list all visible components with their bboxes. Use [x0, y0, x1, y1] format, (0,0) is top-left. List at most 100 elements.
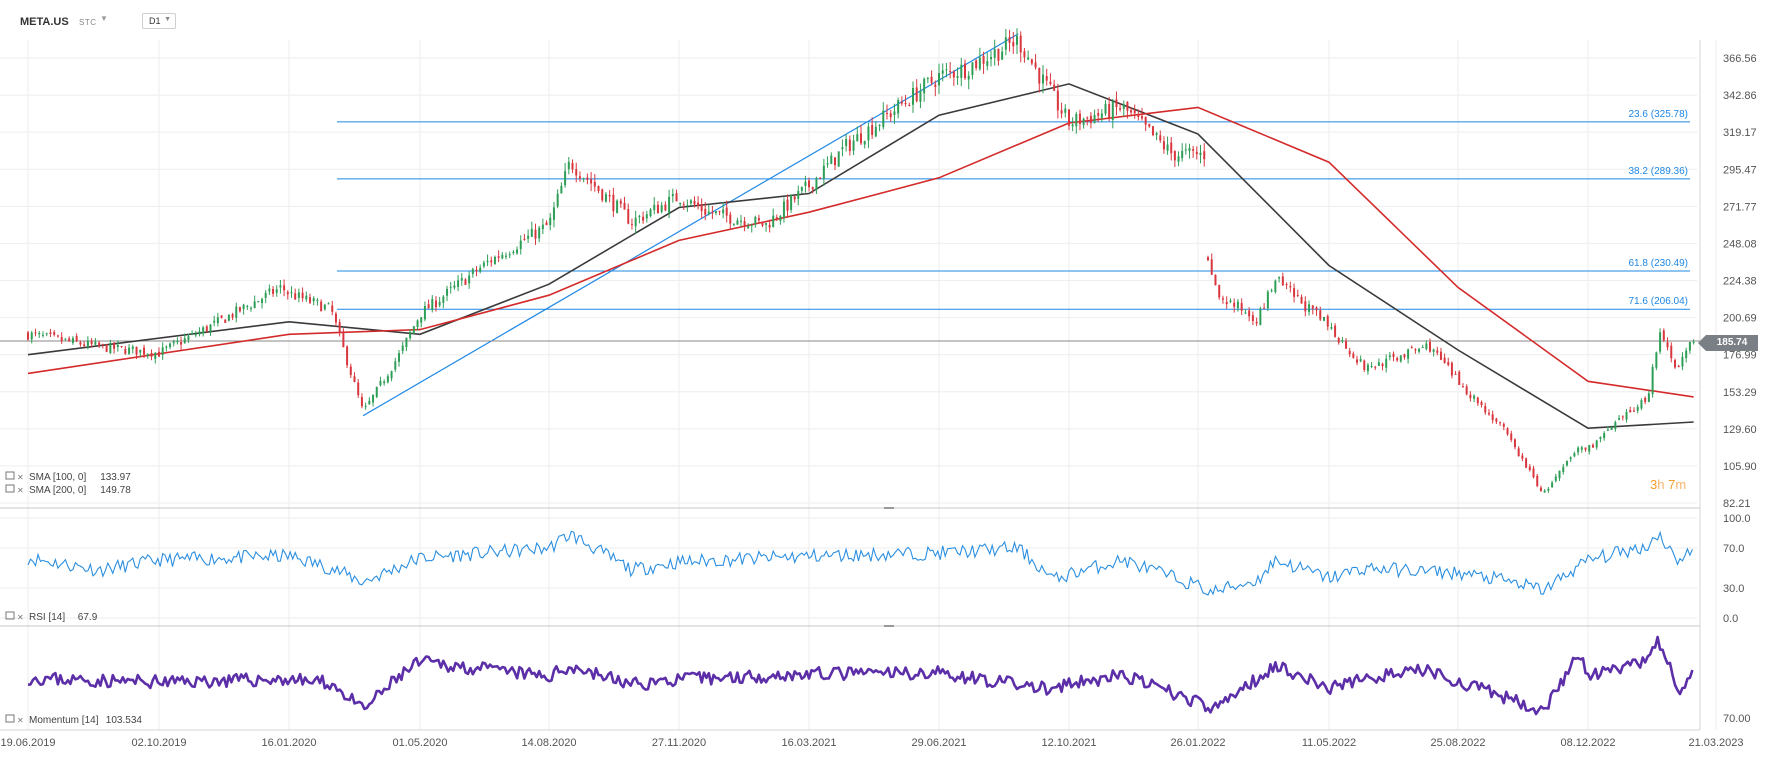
candle-body	[1259, 308, 1262, 326]
candle	[1359, 355, 1362, 363]
candle	[438, 297, 441, 308]
candle-body	[808, 180, 810, 188]
candle-body	[1425, 343, 1428, 350]
candle-body	[945, 69, 948, 71]
candle-body	[826, 163, 829, 165]
timeframe-select[interactable]: D1 ▼	[142, 13, 176, 29]
candle	[169, 342, 172, 350]
candle	[934, 80, 937, 97]
candle	[1337, 336, 1340, 345]
candle	[582, 177, 585, 183]
candle-body	[1162, 141, 1165, 150]
date-axis-tick-label: 26.01.2022	[1170, 737, 1225, 749]
candle-body	[449, 286, 452, 288]
candle-body	[1370, 365, 1373, 367]
candle-body	[479, 267, 482, 272]
candle	[1308, 300, 1311, 316]
candle	[1495, 417, 1498, 425]
candle	[1399, 355, 1402, 363]
candle-body	[860, 133, 862, 144]
price-axis-tick-label: 200.69	[1723, 313, 1757, 325]
candle	[1418, 347, 1421, 354]
candle	[519, 235, 522, 255]
candle	[124, 345, 127, 355]
candle	[616, 199, 619, 214]
candle	[1278, 276, 1281, 283]
candle-body	[191, 332, 194, 335]
candle	[549, 213, 552, 231]
candle	[811, 186, 814, 194]
candle	[272, 286, 275, 297]
candle-body	[956, 76, 959, 79]
candle-body	[586, 177, 589, 180]
timeframe-value: D1	[149, 16, 161, 26]
candle-body	[154, 352, 157, 359]
candle	[704, 201, 707, 221]
market-label[interactable]: STC	[79, 18, 97, 27]
candle-body	[253, 301, 256, 308]
candle-body	[357, 382, 360, 396]
market-dropdown-icon[interactable]: ▼	[100, 14, 108, 23]
candle	[490, 256, 493, 267]
candle-body	[1170, 142, 1173, 154]
candle	[1517, 446, 1520, 457]
candle	[1392, 351, 1395, 362]
candle-body	[534, 229, 537, 239]
candle-body	[793, 196, 796, 200]
candle-body	[1407, 349, 1410, 359]
candle-body	[116, 344, 119, 347]
candle-body	[893, 111, 896, 115]
price-axis-tick-label: 319.17	[1723, 127, 1757, 139]
close-icon: ✕	[17, 613, 24, 622]
candle	[1473, 394, 1476, 403]
candle-body	[545, 222, 548, 226]
candle-body	[1681, 356, 1684, 367]
candle	[993, 39, 996, 66]
pane-resize-handle	[884, 625, 894, 627]
candle	[1558, 470, 1561, 482]
candle-body	[68, 338, 71, 341]
symbol-label[interactable]: META.US	[20, 16, 69, 28]
candle-body	[1060, 110, 1063, 114]
candle	[1311, 304, 1314, 315]
momentum-legend	[5, 714, 15, 723]
candle-body	[94, 341, 97, 345]
candle-body	[1304, 301, 1307, 312]
rsi-legend-value: 67.9	[78, 612, 98, 623]
candle-body	[1126, 101, 1129, 111]
candle-body	[761, 221, 764, 226]
candle-body	[638, 215, 641, 217]
candle-body	[707, 211, 710, 215]
candle	[612, 187, 615, 217]
candle	[86, 336, 89, 350]
candle-body	[729, 214, 732, 224]
candle	[235, 302, 238, 323]
candle	[845, 134, 848, 152]
candle	[923, 77, 926, 102]
candle	[567, 157, 570, 175]
candle	[1591, 443, 1594, 448]
candle-body	[1510, 433, 1513, 440]
candle-body	[1558, 470, 1561, 479]
candle	[98, 340, 101, 348]
candle-body	[390, 371, 393, 379]
candle	[1019, 31, 1022, 63]
candle	[1012, 32, 1015, 54]
candle	[960, 57, 963, 87]
candle	[1141, 107, 1144, 121]
candle	[671, 188, 674, 203]
candle-body	[1181, 150, 1184, 159]
candle	[1093, 109, 1096, 124]
candle	[1673, 358, 1676, 369]
price-axis-tick-label: 153.29	[1723, 387, 1757, 399]
candle-body	[934, 84, 937, 87]
candle-body	[1330, 327, 1333, 329]
candle-body	[1278, 277, 1281, 279]
candle	[837, 151, 840, 167]
settings-icon	[5, 484, 15, 493]
candle-body	[541, 224, 544, 230]
candle-body	[83, 344, 86, 346]
candle-body	[912, 87, 914, 105]
candle-body	[1334, 325, 1337, 337]
